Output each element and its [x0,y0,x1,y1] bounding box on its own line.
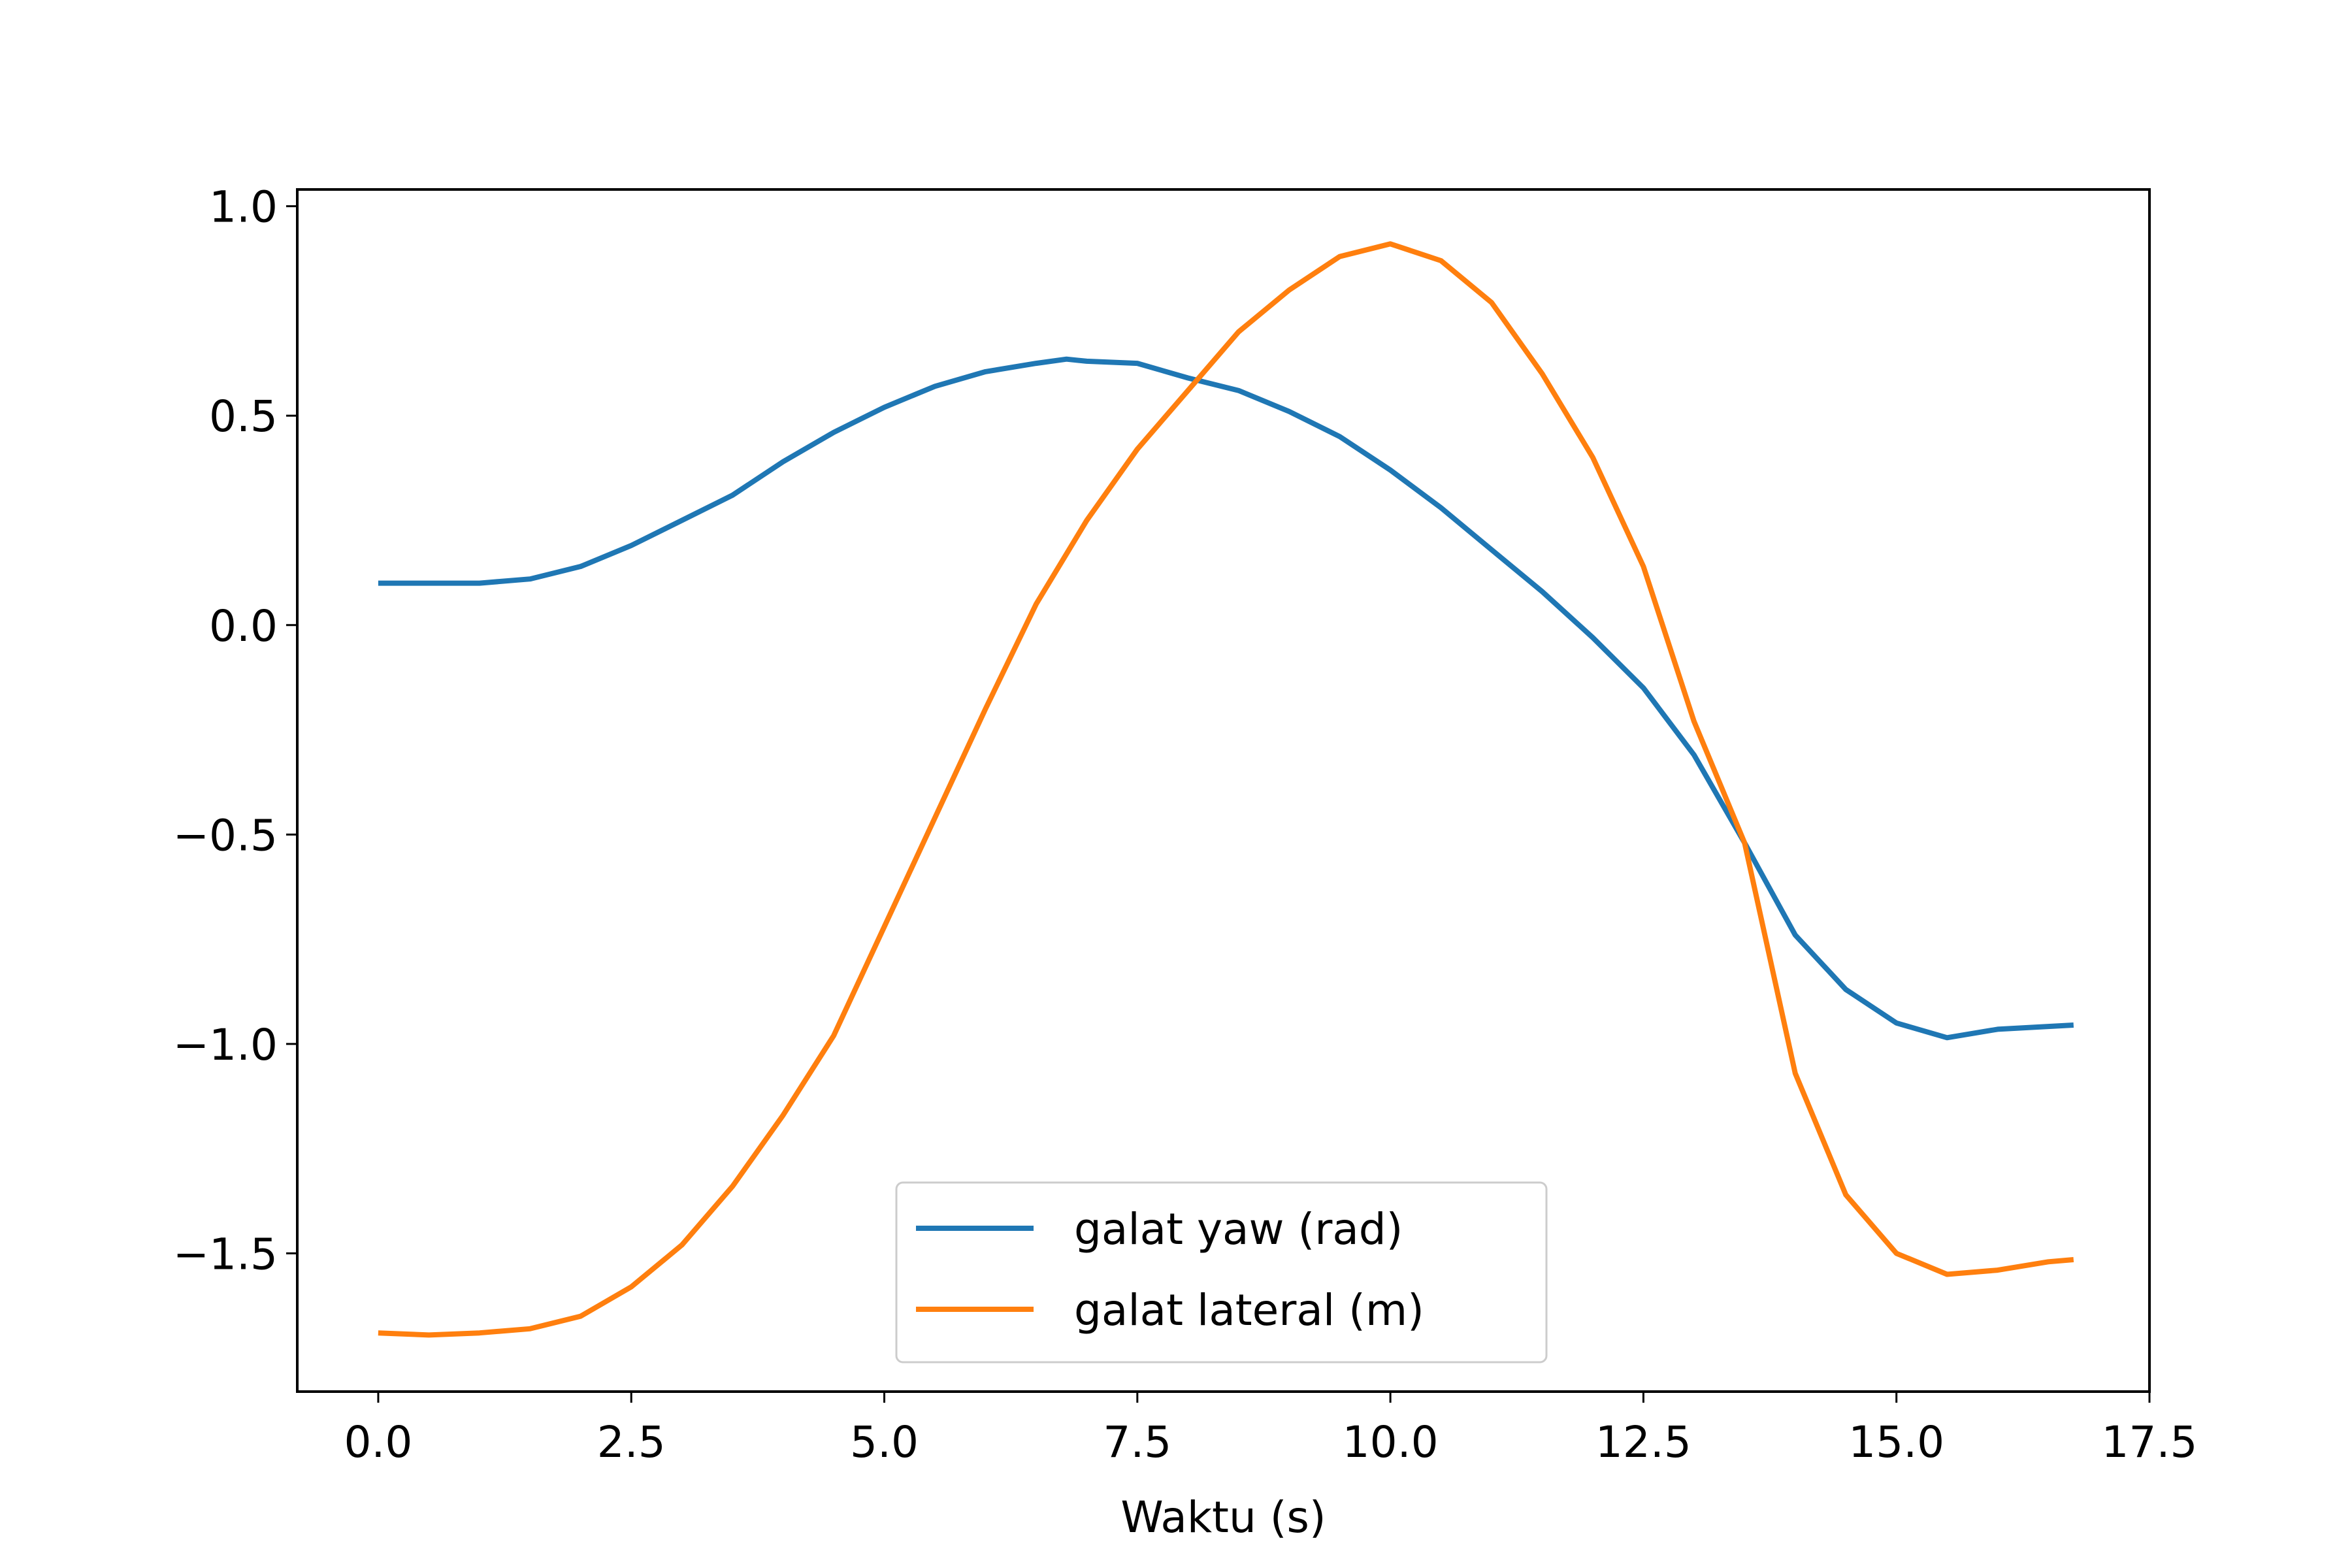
x-tick-label: 15.0 [1848,1417,1944,1467]
x-tick-label: 10.0 [1343,1417,1439,1467]
x-tick-label: 17.5 [2102,1417,2198,1467]
x-tick-label: 2.5 [597,1417,666,1467]
y-tick-label: 0.0 [209,601,278,651]
legend: galat yaw (rad) galat lateral (m) [895,1181,1548,1364]
series-line-0 [378,356,2074,1041]
series-layer [378,241,2074,1338]
x-axis-title: Waktu (s) [1120,1492,1326,1543]
y-tick-label: 1.0 [209,182,278,233]
y-tick-label: 0.5 [209,391,278,442]
legend-label-0: galat yaw (rad) [1074,1204,1403,1254]
x-tick-label: 7.5 [1103,1417,1171,1467]
plot-frame [296,188,2151,1393]
y-tick-label: −0.5 [173,810,278,860]
x-tick-label: 5.0 [850,1417,919,1467]
y-axis: 1.0 0.5 0.0 −0.5 −1.0 −1.5 [173,182,297,1279]
x-axis: 0.0 2.5 5.0 7.5 10.0 12.5 15.0 17.5 [344,1392,2197,1467]
legend-label-1: galat lateral (m) [1074,1285,1424,1335]
y-tick-label: −1.0 [173,1020,278,1070]
y-tick-label: −1.5 [173,1229,278,1279]
series-line-1 [378,241,2074,1338]
legend-box [895,1181,1548,1364]
x-tick-label: 12.5 [1595,1417,1691,1467]
x-tick-label: 0.0 [344,1417,412,1467]
